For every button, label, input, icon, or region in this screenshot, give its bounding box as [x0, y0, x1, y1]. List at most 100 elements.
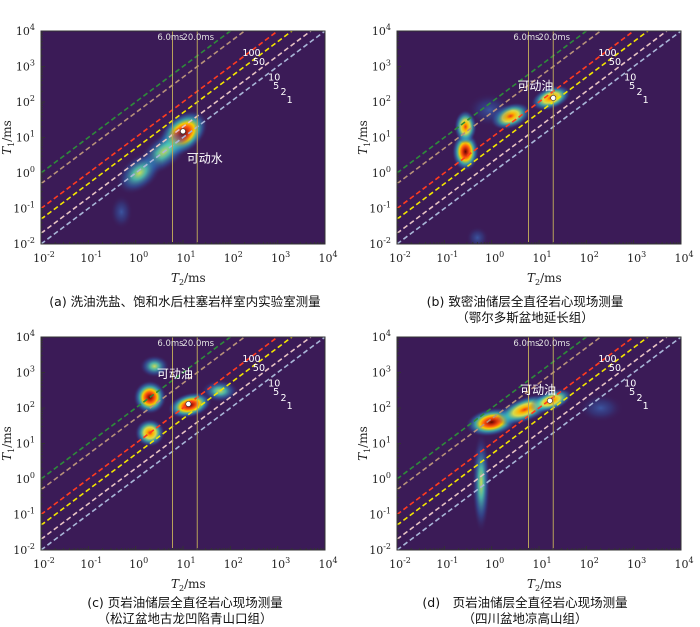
annotation-b: 可动油 — [517, 79, 553, 93]
annotation-a: 可动水 — [187, 151, 223, 165]
ratio-line-10-a — [41, 31, 279, 210]
x-tick-label-b: 103 — [627, 250, 646, 265]
ratio-label-a-5: 5 — [273, 81, 279, 92]
cutoff-label-a-2: 20.0ms — [182, 33, 214, 43]
y-tick-label-d: 104 — [372, 329, 391, 344]
x-tick-label-a: 102 — [224, 250, 243, 265]
heat-blob-b-6 — [466, 226, 489, 244]
y-tick-label-c: 102 — [16, 400, 35, 415]
y-tick-label-d: 10-1 — [369, 507, 391, 522]
ratio-label-a-10: 10 — [268, 73, 280, 84]
ratio-line-1-b — [397, 31, 681, 244]
x-tick-label-a: 103 — [271, 250, 290, 265]
y-tick-label-b: 104 — [372, 23, 391, 38]
ratio-label-b-2: 2 — [637, 87, 643, 98]
caption-b: (b) 致密油储层全直径岩心现场测量 （鄂尔多斯盆地延长组） — [355, 294, 695, 326]
ratio-label-c-2: 2 — [281, 393, 287, 404]
caption-c: (c) 页岩油储层全直径岩心现场测量 （松辽盆地古龙凹陷青山口组） — [20, 595, 350, 627]
cutoff-label-c-2: 20.0ms — [182, 339, 214, 349]
peak-marker-a — [180, 128, 186, 135]
cutoff-label-b-1: 6.0ms — [513, 33, 540, 43]
ratio-label-d-100: 100 — [598, 354, 616, 365]
y-tick-label-b: 10-2 — [369, 236, 391, 251]
y-tick-label-d: 101 — [372, 436, 391, 451]
axes-c: 10-2 10-1 100 101 102 103 10410-210-1100101102… — [0, 329, 338, 593]
x-axis-title-a: T2/ms — [171, 271, 206, 287]
y-tick-label-c: 103 — [16, 365, 35, 380]
ratio-label-d-1: 1 — [643, 401, 649, 412]
x-tick-label-d: 10-2 — [389, 556, 411, 571]
ratio-line-50-c — [41, 337, 246, 491]
x-tick-label-d: 101 — [532, 556, 551, 571]
ratio-line-5-d — [397, 337, 650, 526]
y-tick-label-c: 101 — [16, 436, 35, 451]
peak-marker-b — [550, 95, 557, 101]
y-tick-label-b: 101 — [372, 130, 391, 145]
ratio-label-b-100: 100 — [598, 48, 616, 59]
y-tick-label-a: 100 — [16, 165, 35, 180]
x-axis-title-c: T2/ms — [171, 577, 206, 593]
x-axis-title-d: T2/ms — [527, 577, 562, 593]
ratio-line-2-a — [41, 31, 313, 234]
x-tick-label-c: 10-1 — [80, 556, 102, 571]
y-tick-label-d: 10-2 — [369, 542, 391, 557]
x-tick-label-a: 10-2 — [33, 250, 55, 265]
x-tick-label-d: 104 — [674, 556, 693, 571]
cutoff-label-d-2: 20.0ms — [538, 339, 570, 349]
heat-blob-b-5 — [466, 92, 513, 127]
axes-a: 10-2 10-1 100 101 102 103 10410-210-1100101102… — [0, 23, 338, 287]
cutoff-label-a-1: 6.0ms — [157, 33, 184, 43]
x-tick-label-c: 100 — [129, 556, 148, 571]
ratio-label-c-100: 100 — [242, 354, 260, 365]
y-tick-label-a: 104 — [16, 23, 35, 38]
caption-d: (d) 页岩油储层全直径岩心现场测量 （四川盆地凉高山组） — [355, 595, 695, 627]
y-tick-label-b: 100 — [372, 165, 391, 180]
ratio-label-b-5: 5 — [629, 81, 635, 92]
ratio-line-100-c — [41, 337, 232, 480]
y-tick-label-b: 10-1 — [369, 201, 391, 216]
ratio-label-b-10: 10 — [624, 73, 636, 84]
caption-a-line-1: (a) 洗油洗盐、饱和水后柱塞岩样室内实验室测量 — [49, 294, 321, 309]
caption-b-line-2: （鄂尔多斯盆地延长组） — [456, 310, 594, 325]
ratio-line-100-b — [397, 31, 588, 174]
x-tick-label-d: 10-1 — [436, 556, 458, 571]
y-axis-title-d: T1/ms — [356, 426, 372, 461]
x-tick-label-c: 101 — [176, 556, 195, 571]
cutoff-label-c-1: 6.0ms — [157, 339, 184, 349]
ratio-line-2-b — [397, 31, 669, 234]
ratio-line-5-a — [41, 31, 294, 220]
x-tick-label-a: 104 — [318, 250, 337, 265]
x-axis-title-b: T2/ms — [527, 271, 562, 287]
x-tick-label-a: 10-1 — [80, 250, 102, 265]
x-tick-label-c: 103 — [271, 556, 290, 571]
heat-blob-b-1 — [451, 131, 480, 172]
caption-a: (a) 洗油洗盐、饱和水后柱塞岩样室内实验室测量 — [20, 294, 350, 310]
heatmap-b — [451, 85, 572, 244]
ratio-lines-b — [397, 31, 681, 244]
y-tick-label-d: 103 — [372, 365, 391, 380]
ratio-line-5-b — [397, 31, 650, 220]
ratio-line-10-b — [397, 31, 635, 210]
ratio-line-100-a — [41, 31, 232, 174]
x-tick-label-c: 10-2 — [33, 556, 55, 571]
ratio-label-d-10: 10 — [624, 379, 636, 390]
ratio-label-d-5: 5 — [629, 387, 635, 398]
ratio-line-10-d — [397, 337, 635, 516]
y-tick-label-a: 10-1 — [13, 201, 35, 216]
y-tick-label-d: 100 — [372, 471, 391, 486]
y-tick-label-a: 103 — [16, 59, 35, 74]
x-tick-label-d: 103 — [627, 556, 646, 571]
ratio-label-a-1: 1 — [287, 95, 293, 106]
cutoff-label-d-1: 6.0ms — [513, 339, 540, 349]
y-tick-label-c: 104 — [16, 329, 35, 344]
x-tick-label-b: 104 — [674, 250, 693, 265]
heat-blob-c-4 — [139, 354, 170, 378]
cutoff-label-b-2: 20.0ms — [538, 33, 570, 43]
ratio-label-d-50: 50 — [609, 363, 621, 374]
ratio-line-1-c — [41, 337, 325, 550]
caption-c-line-1: (c) 页岩油储层全直径岩心现场测量 — [87, 595, 283, 610]
y-tick-label-a: 102 — [16, 94, 35, 109]
